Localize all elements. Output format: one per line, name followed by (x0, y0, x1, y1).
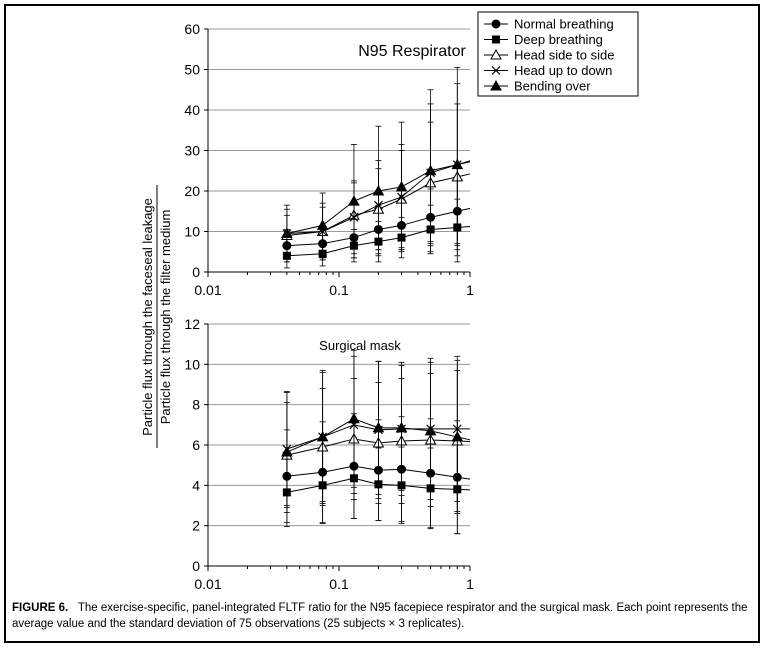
data-point (451, 158, 464, 170)
data-point (281, 446, 293, 457)
caption-figure-number: FIGURE 6. (12, 602, 69, 614)
y-tick-label: 4 (192, 477, 200, 493)
x-tick-label: 0.1 (329, 576, 349, 592)
legend-marker (491, 66, 501, 75)
legend-box (477, 11, 639, 97)
data-point (395, 180, 408, 192)
legend-label: Deep breathing (514, 32, 603, 47)
y-tick-label: 0 (192, 264, 200, 280)
x-tick-label: 0.1 (329, 282, 349, 298)
legend-label: Normal breathing (514, 17, 614, 32)
legend-entry: Head up to down (484, 63, 612, 78)
y-tick-label: 8 (192, 397, 200, 413)
data-point (372, 421, 385, 433)
series-line (286, 418, 471, 453)
series-line (286, 161, 471, 235)
legend-label: Bending over (514, 79, 591, 94)
x-tick-label: 1 (466, 282, 474, 298)
data-point (348, 412, 360, 424)
data-point (424, 424, 437, 436)
data-point (395, 421, 408, 433)
legend-entry: Deep breathing (484, 32, 603, 47)
y-axis-label-numerator: Particle flux through the faceseal leaka… (140, 198, 155, 436)
y-tick-label: 20 (184, 183, 200, 199)
y-tick-label: 10 (184, 224, 200, 240)
caption-text: The exercise-specific, panel-integrated … (12, 602, 748, 630)
series-line (286, 477, 471, 493)
series-deep-breathing (282, 437, 471, 535)
legend-marker (491, 19, 501, 29)
legend-entry: Head side to side (484, 48, 614, 63)
legend-entry: Normal breathing (484, 17, 614, 32)
data-point (281, 227, 293, 239)
series-bending-over (281, 349, 471, 514)
data-point (316, 430, 329, 442)
legend-label: Head up to down (514, 63, 612, 78)
legend-label: Head side to side (514, 48, 614, 63)
y-tick-label: 2 (192, 518, 200, 534)
y-axis-label-denominator: Particle flux through the filter medium (158, 210, 173, 425)
series-bending-over (281, 67, 471, 263)
legend-entry: Bending over (484, 79, 591, 94)
series-line (286, 424, 470, 450)
chart-title: N95 Respirator (358, 43, 466, 60)
data-point (372, 184, 385, 196)
data-point (424, 164, 437, 176)
data-point (348, 195, 360, 206)
y-tick-label: 12 (184, 316, 200, 332)
y-tick-label: 6 (192, 437, 200, 453)
figure-charts: Particle flux through the faceseal leaka… (140, 11, 639, 592)
legend-marker (490, 48, 502, 60)
chart-panel-surgical: 0 2 4 6 8 10 12 0.01 0.1 1 Surgical mask (184, 316, 474, 592)
y-axis-label: Particle flux through the faceseal leaka… (140, 185, 173, 448)
series-line (286, 207, 471, 247)
legend-marker (490, 79, 502, 91)
x-tick-label: 0.01 (194, 282, 221, 298)
series-line (286, 225, 471, 257)
figure-caption: FIGURE 6. The exercise-specific, panel-i… (12, 600, 752, 632)
y-tick-label: 0 (192, 558, 200, 574)
y-tick-label: 50 (184, 62, 200, 78)
y-tick-label: 10 (184, 356, 200, 372)
y-tick-label: 40 (184, 102, 200, 118)
data-point (316, 219, 329, 230)
y-tick-label: 30 (184, 143, 200, 159)
data-point (451, 430, 464, 442)
chart-title: Surgical mask (319, 338, 401, 353)
x-tick-label: 1 (466, 576, 474, 592)
series-line (286, 465, 471, 480)
legend-marker-stroke-b (491, 66, 501, 75)
x-tick-label: 0.01 (194, 576, 221, 592)
legend-marker (492, 35, 500, 44)
chart-panel-n95: 0 10 20 30 40 50 60 0.01 0.1 1 N95 Respirator (184, 21, 474, 298)
y-tick-label: 60 (184, 21, 200, 37)
